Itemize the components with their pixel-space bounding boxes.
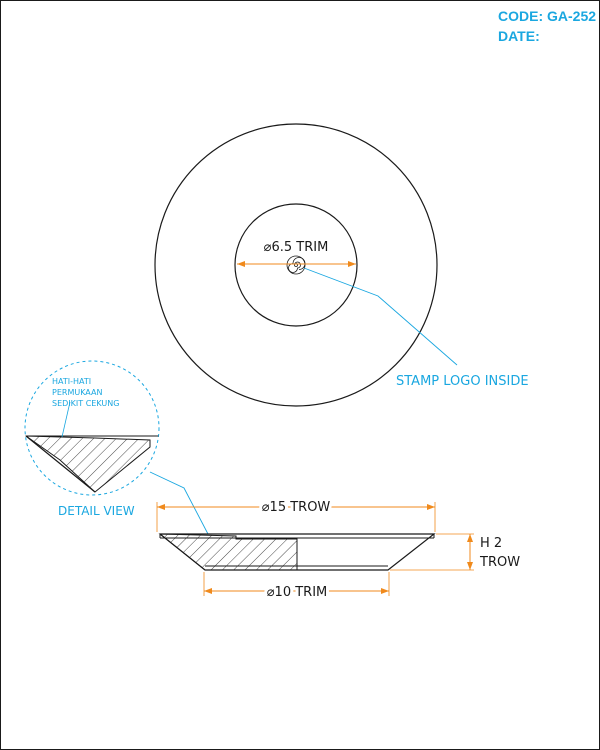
date-label: DATE:	[498, 28, 540, 44]
outer-circle	[154, 123, 438, 407]
top-diameter-label: ⌀15 TROW	[262, 500, 331, 515]
detail-view-label: DETAIL VIEW	[58, 504, 135, 518]
bottom-diameter-dimension: ⌀10 TRIM	[203, 572, 390, 603]
top-view: ⌀6.5 TRIM STAMP LOGO INSIDE	[154, 123, 529, 407]
detail-note-line1: HATI-HATI	[52, 377, 91, 386]
inner-diameter-dimension: ⌀6.5 TRIM	[237, 240, 356, 267]
top-diameter-dimension: ⌀15 TROW	[156, 497, 436, 532]
code-label: CODE: GA-252	[498, 8, 597, 24]
stamp-logo-label: STAMP LOGO INSIDE	[396, 374, 529, 389]
inner-circle	[234, 203, 358, 327]
section-hatched	[158, 533, 298, 571]
bottom-diameter-label: ⌀10 TRIM	[267, 585, 328, 600]
height-label-line1: H 2	[480, 536, 502, 551]
height-dimension: H 2 TROW	[390, 533, 520, 571]
side-view: ⌀15 TROW H 2 TROW ⌀10 TRIM	[156, 497, 520, 603]
detail-note-line3: SEDIKIT CEKUNG	[52, 399, 119, 408]
detail-circle	[24, 360, 160, 496]
title-block: CODE: GA-252 DATE:	[498, 6, 596, 46]
detail-note-line2: PERMUKAAN	[52, 388, 102, 397]
spiral-logo-icon	[286, 255, 306, 275]
stamp-logo-callout: STAMP LOGO INSIDE	[303, 267, 529, 389]
inner-diameter-label: ⌀6.5 TRIM	[264, 240, 329, 255]
height-label-line2: TROW	[479, 555, 520, 570]
detail-section-hatched	[25, 435, 151, 493]
detail-view: HATI-HATI PERMUKAAN SEDIKIT CEKUNG DETAI…	[24, 360, 209, 535]
